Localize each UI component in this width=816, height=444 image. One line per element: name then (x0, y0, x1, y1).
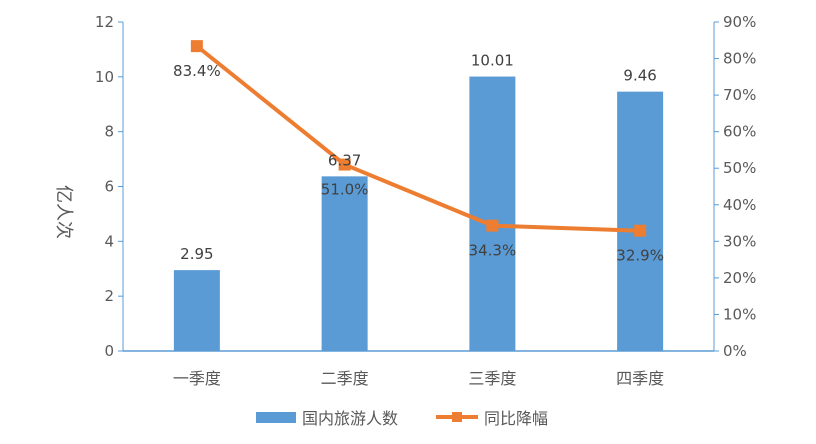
y2-tick-label: 90% (723, 13, 756, 31)
y2-tick-label: 0% (723, 342, 747, 360)
line-marker (486, 219, 499, 232)
line-value-label: 32.9% (616, 247, 664, 265)
y2-tick-label: 50% (723, 159, 756, 177)
y-tick-label: 10 (95, 68, 114, 86)
bar-value-label: 9.46 (623, 67, 656, 85)
y2-tick-label: 80% (723, 50, 756, 68)
axes: 0 2 4 6 8 10 12 0% 10% 20% 30% 40% 50% 60% 70% 80% 90% 一季… (95, 13, 756, 388)
x-tick-label: 四季度 (616, 369, 664, 388)
y2-tick-label: 40% (723, 196, 756, 214)
data-labels: 2.95 6.37 10.01 9.46 83.4% 51.0% 34.3% 32.9% (173, 52, 664, 265)
line-marker (338, 158, 351, 171)
x-tick-label: 二季度 (321, 369, 369, 388)
y-tick-label: 12 (95, 13, 114, 31)
y2-tick-label: 10% (723, 305, 756, 323)
y2-tick-label: 70% (723, 86, 756, 104)
line-marker (190, 40, 203, 53)
y-axis-title: 亿人次 (53, 185, 74, 239)
bar (173, 270, 220, 351)
x-tick-label: 三季度 (468, 369, 516, 388)
line-series (190, 40, 647, 237)
y2-tick-label: 60% (723, 123, 756, 141)
y-tick-label: 4 (104, 232, 114, 250)
bar-value-label: 6.37 (328, 151, 361, 169)
bar (321, 176, 368, 351)
y2-tick-label: 30% (723, 232, 756, 250)
bar-value-label: 10.01 (471, 52, 514, 70)
bars (173, 76, 664, 351)
line-value-label: 34.3% (469, 242, 517, 260)
legend-label-line: 同比降幅 (484, 409, 548, 428)
x-tick-label: 一季度 (173, 369, 221, 388)
bar (617, 91, 664, 351)
y-tick-label: 8 (104, 123, 114, 141)
line-value-label: 51.0% (321, 181, 369, 199)
legend-marker (452, 412, 462, 422)
legend-swatch-bar (256, 412, 296, 423)
y2-tick-label: 20% (723, 269, 756, 287)
line-path (195, 44, 641, 233)
line-marker (634, 224, 647, 237)
bar (469, 76, 516, 351)
y-tick-label: 2 (104, 287, 114, 305)
legend-label-bar: 国内旅游人数 (302, 409, 398, 428)
bar-value-label: 2.95 (180, 245, 213, 263)
line-value-label: 83.4% (173, 62, 221, 80)
y-tick-label: 6 (104, 178, 114, 196)
legend: 国内旅游人数 同比降幅 (256, 409, 548, 428)
y-tick-label: 0 (104, 342, 114, 360)
